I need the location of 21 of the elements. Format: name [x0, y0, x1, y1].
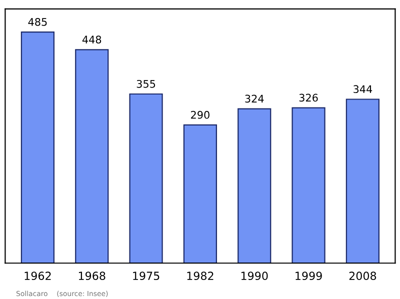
bar: [183, 124, 218, 264]
x-tick-label: 1962: [24, 272, 51, 280]
x-tick-label: 1975: [133, 272, 160, 280]
data-label: 344: [354, 85, 372, 94]
bar: [75, 49, 109, 264]
data-label: 290: [191, 110, 210, 119]
data-label: 355: [136, 80, 156, 88]
data-label: 324: [245, 94, 264, 103]
bar: [20, 32, 55, 264]
x-tick-label: 1982: [187, 272, 214, 280]
data-label: 485: [28, 18, 47, 26]
x-tick-label: 1990: [241, 272, 268, 280]
x-tick-label: 1968: [78, 272, 106, 280]
data-label: 448: [82, 36, 102, 44]
x-tick-label: 2008: [349, 272, 376, 280]
bar: [129, 93, 163, 264]
bar: [346, 98, 380, 264]
bar: [238, 108, 272, 264]
x-tick-label: 1999: [296, 272, 322, 280]
bar: [292, 107, 326, 264]
data-label: 326: [299, 94, 318, 102]
